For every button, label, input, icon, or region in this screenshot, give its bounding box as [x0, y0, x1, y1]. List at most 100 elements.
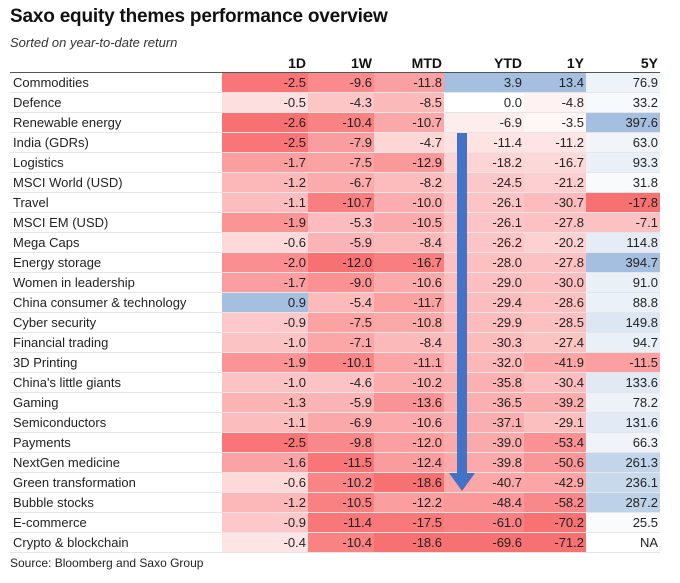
header-1d: 1D	[222, 53, 308, 73]
row-label: Crypto & blockchain	[10, 532, 222, 553]
cell-ytd: -37.1	[444, 412, 524, 433]
cell-5y: 76.9	[586, 72, 660, 93]
cell-ytd: -32.0	[444, 352, 524, 373]
cell-1y: -53.4	[524, 432, 586, 453]
table-row: Women in leadership -1.7 -9.0 -10.6 -29.0 -30…	[10, 272, 660, 293]
header-name	[10, 53, 222, 73]
table-row: China's little giants -1.0 -4.6 -10.2 -35.8-…	[10, 372, 660, 393]
cell-1d: -2.5	[222, 132, 308, 153]
header-ytd: YTD	[444, 53, 524, 73]
cell-1w: -9.0	[308, 272, 374, 293]
cell-1d: -0.5	[222, 92, 308, 113]
row-label: Financial trading	[10, 332, 222, 353]
cell-ytd: -39.0	[444, 432, 524, 453]
cell-mtd: -4.7	[374, 132, 444, 153]
cell-ytd: -11.4	[444, 132, 524, 153]
cell-1y: -42.9	[524, 472, 586, 493]
cell-5y: -11.5	[586, 352, 660, 373]
cell-1d: -1.1	[222, 412, 308, 433]
row-label: China's little giants	[10, 372, 222, 393]
row-label: Mega Caps	[10, 232, 222, 253]
cell-ytd: -6.9	[444, 112, 524, 133]
cell-1w: -10.4	[308, 532, 374, 553]
table-row: Travel -1.1 -10.7 -10.0 -26.1 -30.7 -17.8	[10, 192, 660, 213]
cell-mtd: -12.2	[374, 492, 444, 513]
cell-1y: -3.5	[524, 112, 586, 133]
cell-5y: 94.7	[586, 332, 660, 353]
cell-ytd: -28.0	[444, 252, 524, 273]
table-row: Green transformation -0.6 -10.2 -18.6 -40.7-…	[10, 472, 660, 493]
cell-mtd: -12.9	[374, 152, 444, 173]
cell-5y: 91.0	[586, 272, 660, 293]
cell-1y: -58.2	[524, 492, 586, 513]
cell-1d: -0.6	[222, 232, 308, 253]
cell-1d: -2.5	[222, 432, 308, 453]
cell-1w: -7.5	[308, 312, 374, 333]
cell-1y: -20.2	[524, 232, 586, 253]
cell-1w: -10.5	[308, 492, 374, 513]
table-row: 3D Printing -1.9 -10.1 -11.1 -32.0 -41.9 -11.5	[10, 352, 660, 373]
cell-5y: 93.3	[586, 152, 660, 173]
cell-mtd: -10.0	[374, 192, 444, 213]
cell-1w: -10.4	[308, 112, 374, 133]
cell-1y: 13.4	[524, 72, 586, 93]
cell-1y: -29.1	[524, 412, 586, 433]
cell-1y: -28.6	[524, 292, 586, 313]
header-1w: 1W	[308, 53, 374, 73]
cell-ytd: -29.0	[444, 272, 524, 293]
performance-table: 1D 1W MTD YTD 1Y 5Y Commodities -2.5 -9.6-…	[10, 53, 660, 553]
cell-1y: -30.7	[524, 192, 586, 213]
cell-1y: -30.4	[524, 372, 586, 393]
row-label: Logistics	[10, 152, 222, 173]
header-row: 1D 1W MTD YTD 1Y 5Y	[10, 53, 660, 73]
cell-1w: -12.0	[308, 252, 374, 273]
table-row: MSCI World (USD) -1.2 -6.7 -8.2 -24.5 -21.2 31…	[10, 172, 660, 193]
source-note: Source: Bloomberg and Saxo Group	[10, 556, 204, 570]
cell-mtd: -10.7	[374, 112, 444, 133]
row-label: Travel	[10, 192, 222, 213]
cell-1y: -28.5	[524, 312, 586, 333]
cell-1d: -0.9	[222, 312, 308, 333]
cell-ytd: 0.0	[444, 92, 524, 113]
cell-ytd: -40.7	[444, 472, 524, 493]
cell-1w: -7.5	[308, 152, 374, 173]
cell-ytd: -24.5	[444, 172, 524, 193]
cell-5y: 63.0	[586, 132, 660, 153]
row-label: Energy storage	[10, 252, 222, 273]
table-row: MSCI EM (USD) -1.9 -5.3 -10.5 -26.1 -27.8 -7.1	[10, 212, 660, 233]
table-row: Crypto & blockchain -0.4 -10.4 -18.6 -69.6 -7…	[10, 532, 660, 553]
row-label: Renewable energy	[10, 112, 222, 133]
cell-1d: -2.6	[222, 112, 308, 133]
cell-5y: 261.3	[586, 452, 660, 473]
table-row: Renewable energy -2.6 -10.4 -10.7 -6.9 -3.5 39…	[10, 112, 660, 133]
row-label: MSCI EM (USD)	[10, 212, 222, 233]
cell-1w: -11.5	[308, 452, 374, 473]
cell-1y: -70.2	[524, 512, 586, 533]
cell-5y: 236.1	[586, 472, 660, 493]
cell-1d: -1.2	[222, 492, 308, 513]
cell-1y: -11.2	[524, 132, 586, 153]
cell-mtd: -8.4	[374, 332, 444, 353]
header-5y: 5Y	[586, 53, 660, 73]
cell-1d: -1.6	[222, 452, 308, 473]
table-row: China consumer & technology 0.9 -5.4 -11.7-…	[10, 292, 660, 313]
cell-1d: -0.9	[222, 512, 308, 533]
page-title: Saxo equity themes performance overview	[10, 6, 388, 27]
cell-ytd: -39.8	[444, 452, 524, 473]
cell-mtd: -10.6	[374, 272, 444, 293]
cell-1d: -1.9	[222, 212, 308, 233]
cell-ytd: -69.6	[444, 532, 524, 553]
cell-ytd: -48.4	[444, 492, 524, 513]
cell-5y: 394.7	[586, 252, 660, 273]
cell-5y: 66.3	[586, 432, 660, 453]
cell-5y: 133.6	[586, 372, 660, 393]
cell-5y: 114.8	[586, 232, 660, 253]
table-row: E-commerce -0.9 -11.4 -17.5 -61.0 -70.2 25.5	[10, 512, 660, 533]
table-row: Logistics -1.7 -7.5 -12.9 -18.2 -16.7 93.3	[10, 152, 660, 173]
cell-mtd: -16.7	[374, 252, 444, 273]
cell-mtd: -17.5	[374, 512, 444, 533]
cell-1d: -2.0	[222, 252, 308, 273]
row-label: Cyber security	[10, 312, 222, 333]
cell-ytd: -26.1	[444, 212, 524, 233]
cell-5y: NA	[586, 532, 660, 553]
